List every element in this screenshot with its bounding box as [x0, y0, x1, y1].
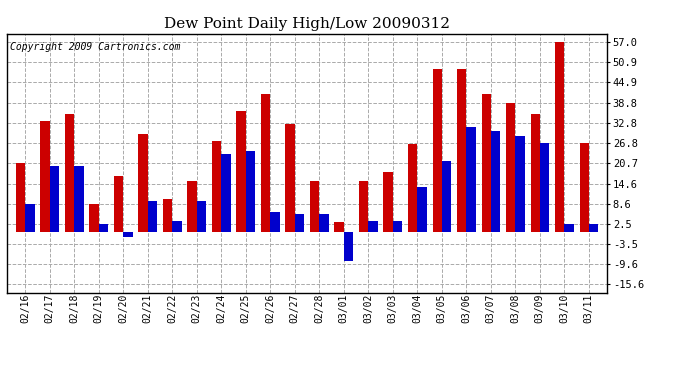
Bar — [99, 224, 108, 232]
Bar — [335, 222, 344, 232]
Bar — [124, 232, 132, 237]
Bar — [221, 154, 230, 232]
Bar — [286, 124, 295, 232]
Title: Dew Point Daily High/Low 20090312: Dew Point Daily High/Low 20090312 — [164, 17, 450, 31]
Bar — [319, 214, 328, 232]
Bar — [163, 199, 172, 232]
Bar — [295, 214, 304, 232]
Bar — [16, 163, 26, 232]
Bar — [491, 130, 500, 232]
Bar — [384, 172, 393, 232]
Bar — [246, 151, 255, 232]
Bar — [26, 204, 34, 232]
Bar — [50, 166, 59, 232]
Bar — [237, 111, 246, 232]
Text: Copyright 2009 Cartronics.com: Copyright 2009 Cartronics.com — [10, 42, 180, 51]
Bar — [261, 94, 270, 232]
Bar — [540, 143, 549, 232]
Bar — [148, 201, 157, 232]
Bar — [466, 127, 475, 232]
Bar — [65, 114, 75, 232]
Bar — [482, 94, 491, 232]
Bar — [393, 221, 402, 232]
Bar — [212, 141, 221, 232]
Bar — [310, 181, 319, 232]
Bar — [433, 69, 442, 232]
Bar — [368, 221, 377, 232]
Bar — [408, 144, 417, 232]
Bar — [531, 114, 540, 232]
Bar — [417, 188, 426, 232]
Bar — [442, 160, 451, 232]
Bar — [75, 166, 83, 232]
Bar — [359, 181, 368, 232]
Bar — [270, 212, 279, 232]
Bar — [564, 224, 573, 232]
Bar — [457, 69, 466, 232]
Bar — [515, 136, 524, 232]
Bar — [90, 204, 99, 232]
Bar — [344, 232, 353, 261]
Bar — [197, 201, 206, 232]
Bar — [589, 224, 598, 232]
Bar — [506, 103, 515, 232]
Bar — [188, 181, 197, 232]
Bar — [139, 134, 148, 232]
Bar — [580, 143, 589, 232]
Bar — [172, 221, 181, 232]
Bar — [41, 120, 50, 232]
Bar — [114, 176, 124, 232]
Bar — [555, 42, 564, 232]
